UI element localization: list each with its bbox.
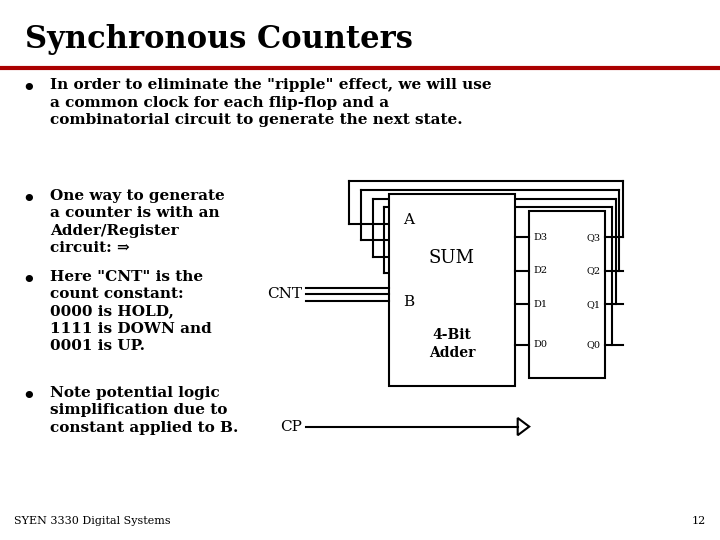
Bar [389,194,515,386]
Bar [529,211,605,378]
Text: SUM: SUM [429,248,474,267]
Text: Here "CNT" is the
count constant:
0000 is HOLD,
1111 is DOWN and
0001 is UP.: Here "CNT" is the count constant: 0000 i… [50,270,212,353]
Text: •: • [22,78,36,102]
Text: Q0: Q0 [587,340,600,349]
Text: Q2: Q2 [586,266,600,275]
Text: •: • [22,189,36,212]
Text: D0: D0 [534,340,547,349]
Text: •: • [22,386,36,409]
Text: 4-Bit
Adder: 4-Bit Adder [428,328,475,360]
Text: SYEN 3330 Digital Systems: SYEN 3330 Digital Systems [14,516,171,526]
Text: Q1: Q1 [586,300,600,309]
Text: One way to generate
a counter is with an
Adder/Register
circuit: ⇒: One way to generate a counter is with an… [50,189,225,255]
Text: B: B [403,295,414,309]
Text: In order to eliminate the "ripple" effect, we will use
a common clock for each f: In order to eliminate the "ripple" effec… [50,78,492,127]
Text: Note potential logic
simplification due to
constant applied to B.: Note potential logic simplification due … [50,386,239,435]
Text: •: • [22,270,36,293]
Text: A: A [403,213,414,227]
Text: CNT: CNT [267,287,302,301]
Text: D1: D1 [534,300,548,309]
Text: 12: 12 [691,516,706,526]
Text: D2: D2 [534,266,548,275]
Text: Synchronous Counters: Synchronous Counters [25,24,413,55]
Text: Q3: Q3 [586,233,600,242]
Text: CP: CP [281,420,302,434]
Text: D3: D3 [534,233,548,242]
